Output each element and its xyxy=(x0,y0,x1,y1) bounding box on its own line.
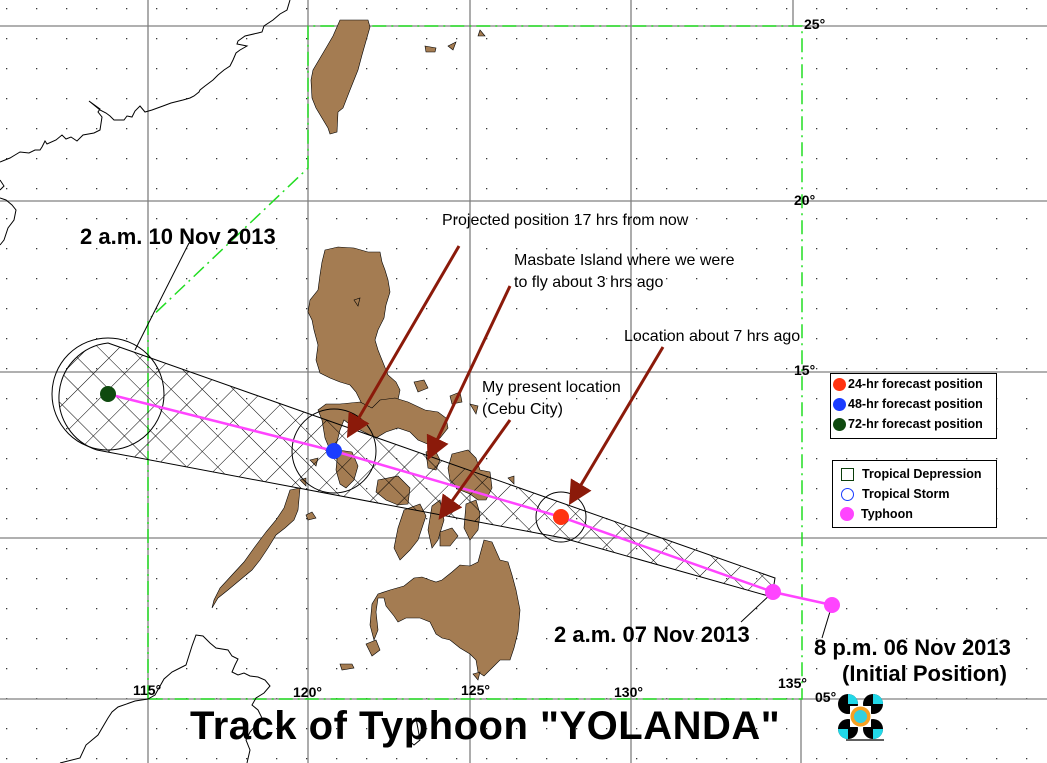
red-dot-icon xyxy=(833,377,846,391)
legend-item-storm: Tropical Storm xyxy=(833,484,996,504)
mindanao-islet xyxy=(365,639,381,657)
lon-label-125: 125° xyxy=(461,682,490,698)
circle-outline-icon xyxy=(841,487,854,501)
annot-location7: Location about 7 hrs ago xyxy=(624,328,801,345)
green-dot-icon xyxy=(833,417,846,431)
islet-e xyxy=(413,379,429,393)
mindanao xyxy=(369,539,521,677)
china-coastline xyxy=(0,0,291,163)
legend-intensity: Tropical Depression Tropical Storm Typho… xyxy=(832,460,997,528)
blue-dot-icon xyxy=(833,397,846,411)
arrow-projected xyxy=(346,245,461,439)
typhoon-marker-07nov xyxy=(765,584,781,600)
sulu-islet xyxy=(339,663,355,671)
cone-circle-72 xyxy=(51,337,165,451)
borneo-inner xyxy=(407,717,421,746)
legend-forecast: 24-hr forecast position 48-hr forecast p… xyxy=(830,373,997,439)
lon-label-135: 135° xyxy=(778,675,807,691)
forecast-48-marker xyxy=(326,443,342,459)
islet-d xyxy=(353,297,361,307)
ryukyu-islet-3 xyxy=(477,29,486,37)
ryukyu-islet xyxy=(424,45,437,53)
pagasa-logo xyxy=(838,694,884,741)
square-outline-icon xyxy=(841,467,854,481)
label-date-72: 2 a.m. 10 Nov 2013 xyxy=(80,224,276,249)
arrow-location7 xyxy=(568,346,665,506)
borneo-coastline xyxy=(59,634,271,763)
map-title: Track of Typhoon "YOLANDA" xyxy=(190,704,781,748)
lon-label-130: 130° xyxy=(614,684,643,700)
label-date-07: 2 a.m. 07 Nov 2013 xyxy=(554,622,750,647)
magenta-dot-icon xyxy=(840,507,854,521)
arrow-masbate xyxy=(426,285,512,461)
palawan xyxy=(211,487,301,609)
annotation-arrows xyxy=(346,245,665,520)
cone-circle-24 xyxy=(535,491,587,543)
lon-label-120: 120° xyxy=(293,684,322,700)
ryukyu-islet-2 xyxy=(447,41,457,51)
forecast-24-marker xyxy=(553,509,569,525)
lat-label-15: 15° xyxy=(794,362,816,378)
arrow-present xyxy=(438,419,512,520)
forecast-cone xyxy=(51,337,776,598)
islet-a xyxy=(507,475,515,485)
typhoon-marker-06nov xyxy=(824,597,840,613)
islet-125 xyxy=(472,671,481,681)
bohol xyxy=(439,527,459,547)
vietnam-coastline xyxy=(0,179,17,246)
annot-projected: Projected position 17 hrs from now xyxy=(442,212,689,229)
legend-item-72hr: 72-hr forecast position xyxy=(831,414,996,434)
par-boundary xyxy=(147,25,803,700)
legend-item-depression: Tropical Depression xyxy=(833,464,996,484)
annot-present-1: My present location xyxy=(482,379,621,396)
taiwan xyxy=(310,19,371,135)
lat-label-20: 20° xyxy=(794,192,816,208)
lat-label-25: 25° xyxy=(804,16,826,32)
label-date-06: 8 p.m. 06 Nov 2013 xyxy=(814,635,1011,660)
lon-label-115: 115° xyxy=(133,682,162,698)
forecast-72-marker xyxy=(100,386,116,402)
legend-item-48hr: 48-hr forecast position xyxy=(831,394,996,414)
cone-shape xyxy=(58,342,776,598)
calamian xyxy=(305,511,317,521)
annot-masbate-2: to fly about 3 hrs ago xyxy=(514,274,664,291)
islet-g xyxy=(469,403,479,415)
annot-present-2: (Cebu City) xyxy=(482,401,563,418)
cone-circle-48 xyxy=(291,408,377,494)
label-initial: (Initial Position) xyxy=(842,661,1007,686)
legend-item-typhoon: Typhoon xyxy=(833,504,996,524)
legend-item-24hr: 24-hr forecast position xyxy=(831,374,996,394)
lat-label-05: 05° xyxy=(815,689,837,705)
annot-masbate-1: Masbate Island where we were xyxy=(514,252,735,269)
